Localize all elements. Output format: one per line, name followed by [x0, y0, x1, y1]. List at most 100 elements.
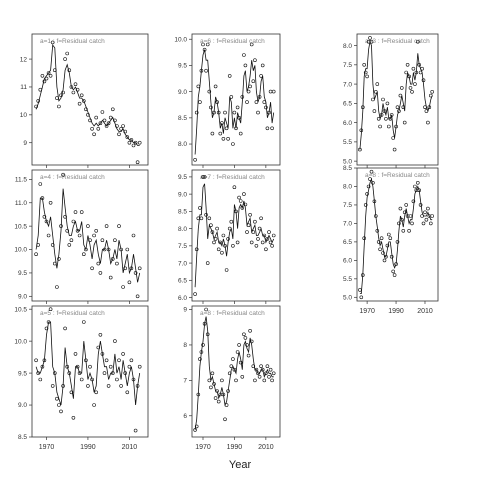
data-point — [218, 240, 223, 245]
data-point — [248, 328, 252, 333]
data-point — [212, 382, 216, 386]
data-point — [401, 229, 406, 233]
data-point — [82, 99, 86, 103]
y-tick-label: 5.0 — [343, 158, 352, 165]
panel-frame — [31, 169, 149, 302]
data-point — [257, 374, 262, 379]
panel-label: a=4 : f=Residual catch — [40, 174, 105, 181]
data-point — [386, 124, 391, 129]
data-point — [127, 364, 132, 369]
data-point — [131, 377, 136, 382]
y-tick-label: 10 — [20, 112, 28, 119]
fitted-line — [35, 321, 141, 406]
data-point — [254, 367, 259, 372]
fitted-line — [194, 49, 275, 155]
data-point — [36, 371, 41, 375]
y-tick-label: 8 — [183, 342, 187, 349]
data-point — [265, 126, 270, 131]
panel-label: a=7 : f=Residual catch — [200, 174, 265, 181]
data-point — [385, 101, 390, 106]
y-tick-label: 9.5 — [178, 174, 187, 181]
y-tick-label: 9.0 — [178, 89, 187, 96]
data-point — [113, 118, 117, 123]
data-point — [424, 217, 429, 222]
data-point — [92, 233, 96, 238]
data-point — [73, 352, 78, 356]
data-point — [268, 367, 273, 372]
data-point — [69, 238, 74, 242]
x-tick-label: 1970 — [195, 444, 211, 451]
data-point — [77, 101, 82, 106]
panel-6: a=8 : f=Residual catch 5.0 5.5 6.0 6.5 7.0 7.5… — [343, 165, 439, 315]
data-point — [245, 100, 249, 104]
data-point — [271, 89, 276, 94]
data-point — [84, 247, 88, 252]
panel-frame — [31, 305, 149, 438]
data-point — [50, 40, 55, 45]
data-point — [243, 202, 248, 207]
data-point — [371, 97, 375, 102]
data-point — [102, 371, 107, 375]
data-point — [86, 384, 90, 388]
data-point — [104, 224, 109, 228]
data-point — [251, 364, 256, 369]
data-point — [270, 126, 274, 131]
data-point — [253, 219, 257, 224]
data-point — [111, 107, 115, 112]
y-tick-label: 10.0 — [14, 247, 27, 254]
data-point — [121, 352, 125, 356]
data-point — [389, 113, 394, 117]
data-point — [71, 415, 76, 420]
data-point — [426, 120, 430, 125]
panel-5: a=7 : f=Residual catch 6.0 6.5 7.0 7.5 8.0 8.5… — [178, 169, 281, 304]
data-point — [92, 403, 96, 407]
data-point — [111, 371, 115, 375]
data-point — [231, 244, 235, 248]
data-point — [226, 237, 230, 241]
y-tick-label: 10.0 — [174, 36, 187, 43]
data-point — [237, 343, 241, 347]
data-point — [115, 124, 119, 128]
data-point — [104, 358, 109, 363]
data-point — [94, 229, 98, 233]
panel-frame — [191, 169, 281, 302]
data-point — [378, 247, 382, 252]
data-point — [362, 63, 367, 67]
data-point — [113, 238, 117, 242]
data-point — [50, 384, 55, 388]
data-point — [362, 236, 367, 240]
data-point — [65, 51, 69, 56]
fitted-line — [359, 177, 433, 294]
panel-label: a=5 : f=Residual catch — [40, 310, 105, 317]
data-point — [46, 233, 51, 238]
data-point — [245, 343, 249, 347]
data-point — [270, 244, 274, 248]
y-tick-label: 6 — [183, 413, 187, 420]
data-point — [52, 261, 57, 266]
data-point — [131, 143, 136, 148]
data-point — [38, 87, 43, 92]
y-tick-label: 7.0 — [343, 81, 352, 88]
data-point — [256, 371, 260, 376]
data-point — [373, 214, 378, 218]
data-point — [384, 254, 388, 259]
data-point — [86, 113, 90, 117]
data-point — [205, 42, 210, 47]
data-point — [421, 78, 426, 82]
data-point — [234, 209, 238, 214]
data-point — [264, 105, 268, 110]
data-point — [137, 266, 142, 271]
data-point — [386, 232, 391, 237]
data-point — [42, 215, 47, 219]
data-point — [79, 210, 84, 214]
data-point — [397, 109, 401, 113]
data-point — [232, 185, 237, 189]
data-point — [366, 184, 371, 189]
data-point — [418, 203, 423, 207]
data-point — [240, 206, 245, 210]
data-point — [73, 82, 78, 86]
data-point — [108, 364, 113, 369]
data-point — [123, 129, 127, 134]
y-tick-label: 6.5 — [343, 101, 352, 108]
y-tick-label: 9.5 — [18, 270, 27, 277]
